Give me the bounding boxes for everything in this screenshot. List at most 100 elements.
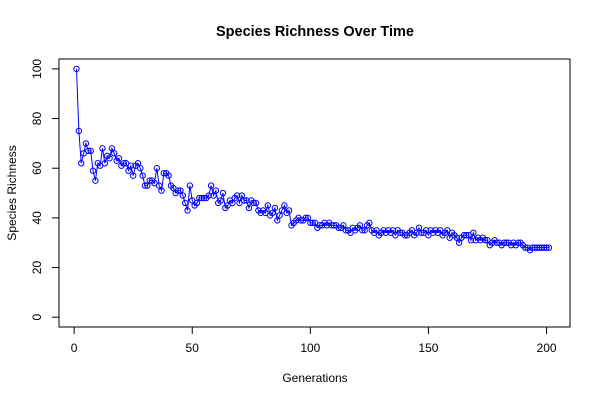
data-point [401,232,409,239]
data-point [245,204,253,212]
y-tick-label: 0 [30,314,44,321]
data-point [92,177,99,184]
x-tick-label: 200 [537,341,557,355]
x-axis: 0 50 100 150 200 [71,326,557,355]
data-point [196,194,203,202]
x-tick-label: 50 [186,341,200,355]
data-point [408,227,416,234]
data-point [463,232,470,239]
data-point [179,192,186,199]
data-point [219,189,227,197]
data-point [335,224,342,232]
data-point [212,187,220,194]
data-point [347,229,354,236]
data-point [444,227,451,234]
data-point [533,244,541,251]
data-point [536,244,543,251]
data-point [396,229,404,236]
data-point [229,199,236,207]
data-point [193,199,201,207]
data-point [82,140,90,147]
data-point [158,187,165,194]
series-layer [73,65,553,254]
data-point [89,167,97,174]
data-point [545,244,553,251]
data-point [392,232,399,239]
data-point [465,232,472,239]
data-point [484,237,491,244]
data-point [205,192,212,199]
data-point [503,239,510,246]
data-point [99,145,106,152]
data-point [356,222,364,229]
x-tick-label: 0 [71,341,78,355]
data-point [184,207,191,214]
data-point [522,244,529,251]
data-point [174,187,182,194]
data-point [413,229,420,236]
data-point [493,239,501,246]
y-tick-label: 60 [30,161,44,175]
data-point [269,209,276,217]
data-point [418,229,425,236]
data-point [271,204,279,212]
data-point [250,199,257,207]
data-point [453,234,460,241]
y-axis-label: Species Richness [5,145,19,240]
data-point [120,160,127,167]
y-tick-label: 80 [30,112,44,126]
data-point [134,160,142,167]
y-tick-label: 40 [30,211,44,225]
data-point [189,197,196,204]
data-point [415,224,423,232]
data-point [311,219,319,227]
y-axis: 0 20 40 60 80 100 [30,59,60,321]
data-point [328,222,335,229]
data-point [481,237,489,244]
data-point [262,209,269,217]
data-point [153,165,161,172]
data-point [129,172,137,179]
data-point [217,197,224,204]
data-point [85,147,92,155]
data-point [165,172,172,179]
y-tick-label: 20 [30,261,44,275]
data-point [252,199,260,207]
data-point [80,150,87,157]
x-tick-label: 150 [418,341,438,355]
data-point [186,182,194,189]
data-point [297,217,305,224]
data-point [340,222,347,229]
data-point [264,202,272,209]
data-point [460,232,468,239]
data-point [467,237,475,244]
data-point [155,182,163,189]
data-point [389,227,397,234]
data-point [470,229,477,236]
data-point [181,199,189,207]
data-point [276,212,283,219]
data-point [304,214,312,222]
data-point [146,177,153,184]
data-point [108,145,116,152]
data-point [207,182,215,189]
plot-frame [58,58,571,328]
data-point [78,160,85,167]
data-point [139,172,146,179]
data-point [170,184,177,192]
data-point [446,234,453,241]
data-point [75,127,83,135]
data-point [316,222,323,229]
data-point [540,244,548,251]
data-point [238,192,246,199]
data-point [422,227,430,234]
data-point [278,207,286,214]
data-point [538,244,546,251]
data-point [160,169,168,177]
data-point [361,227,368,234]
x-axis-label: Generations [282,371,347,385]
data-point [285,207,293,214]
data-point [281,202,288,209]
data-point [137,165,144,172]
